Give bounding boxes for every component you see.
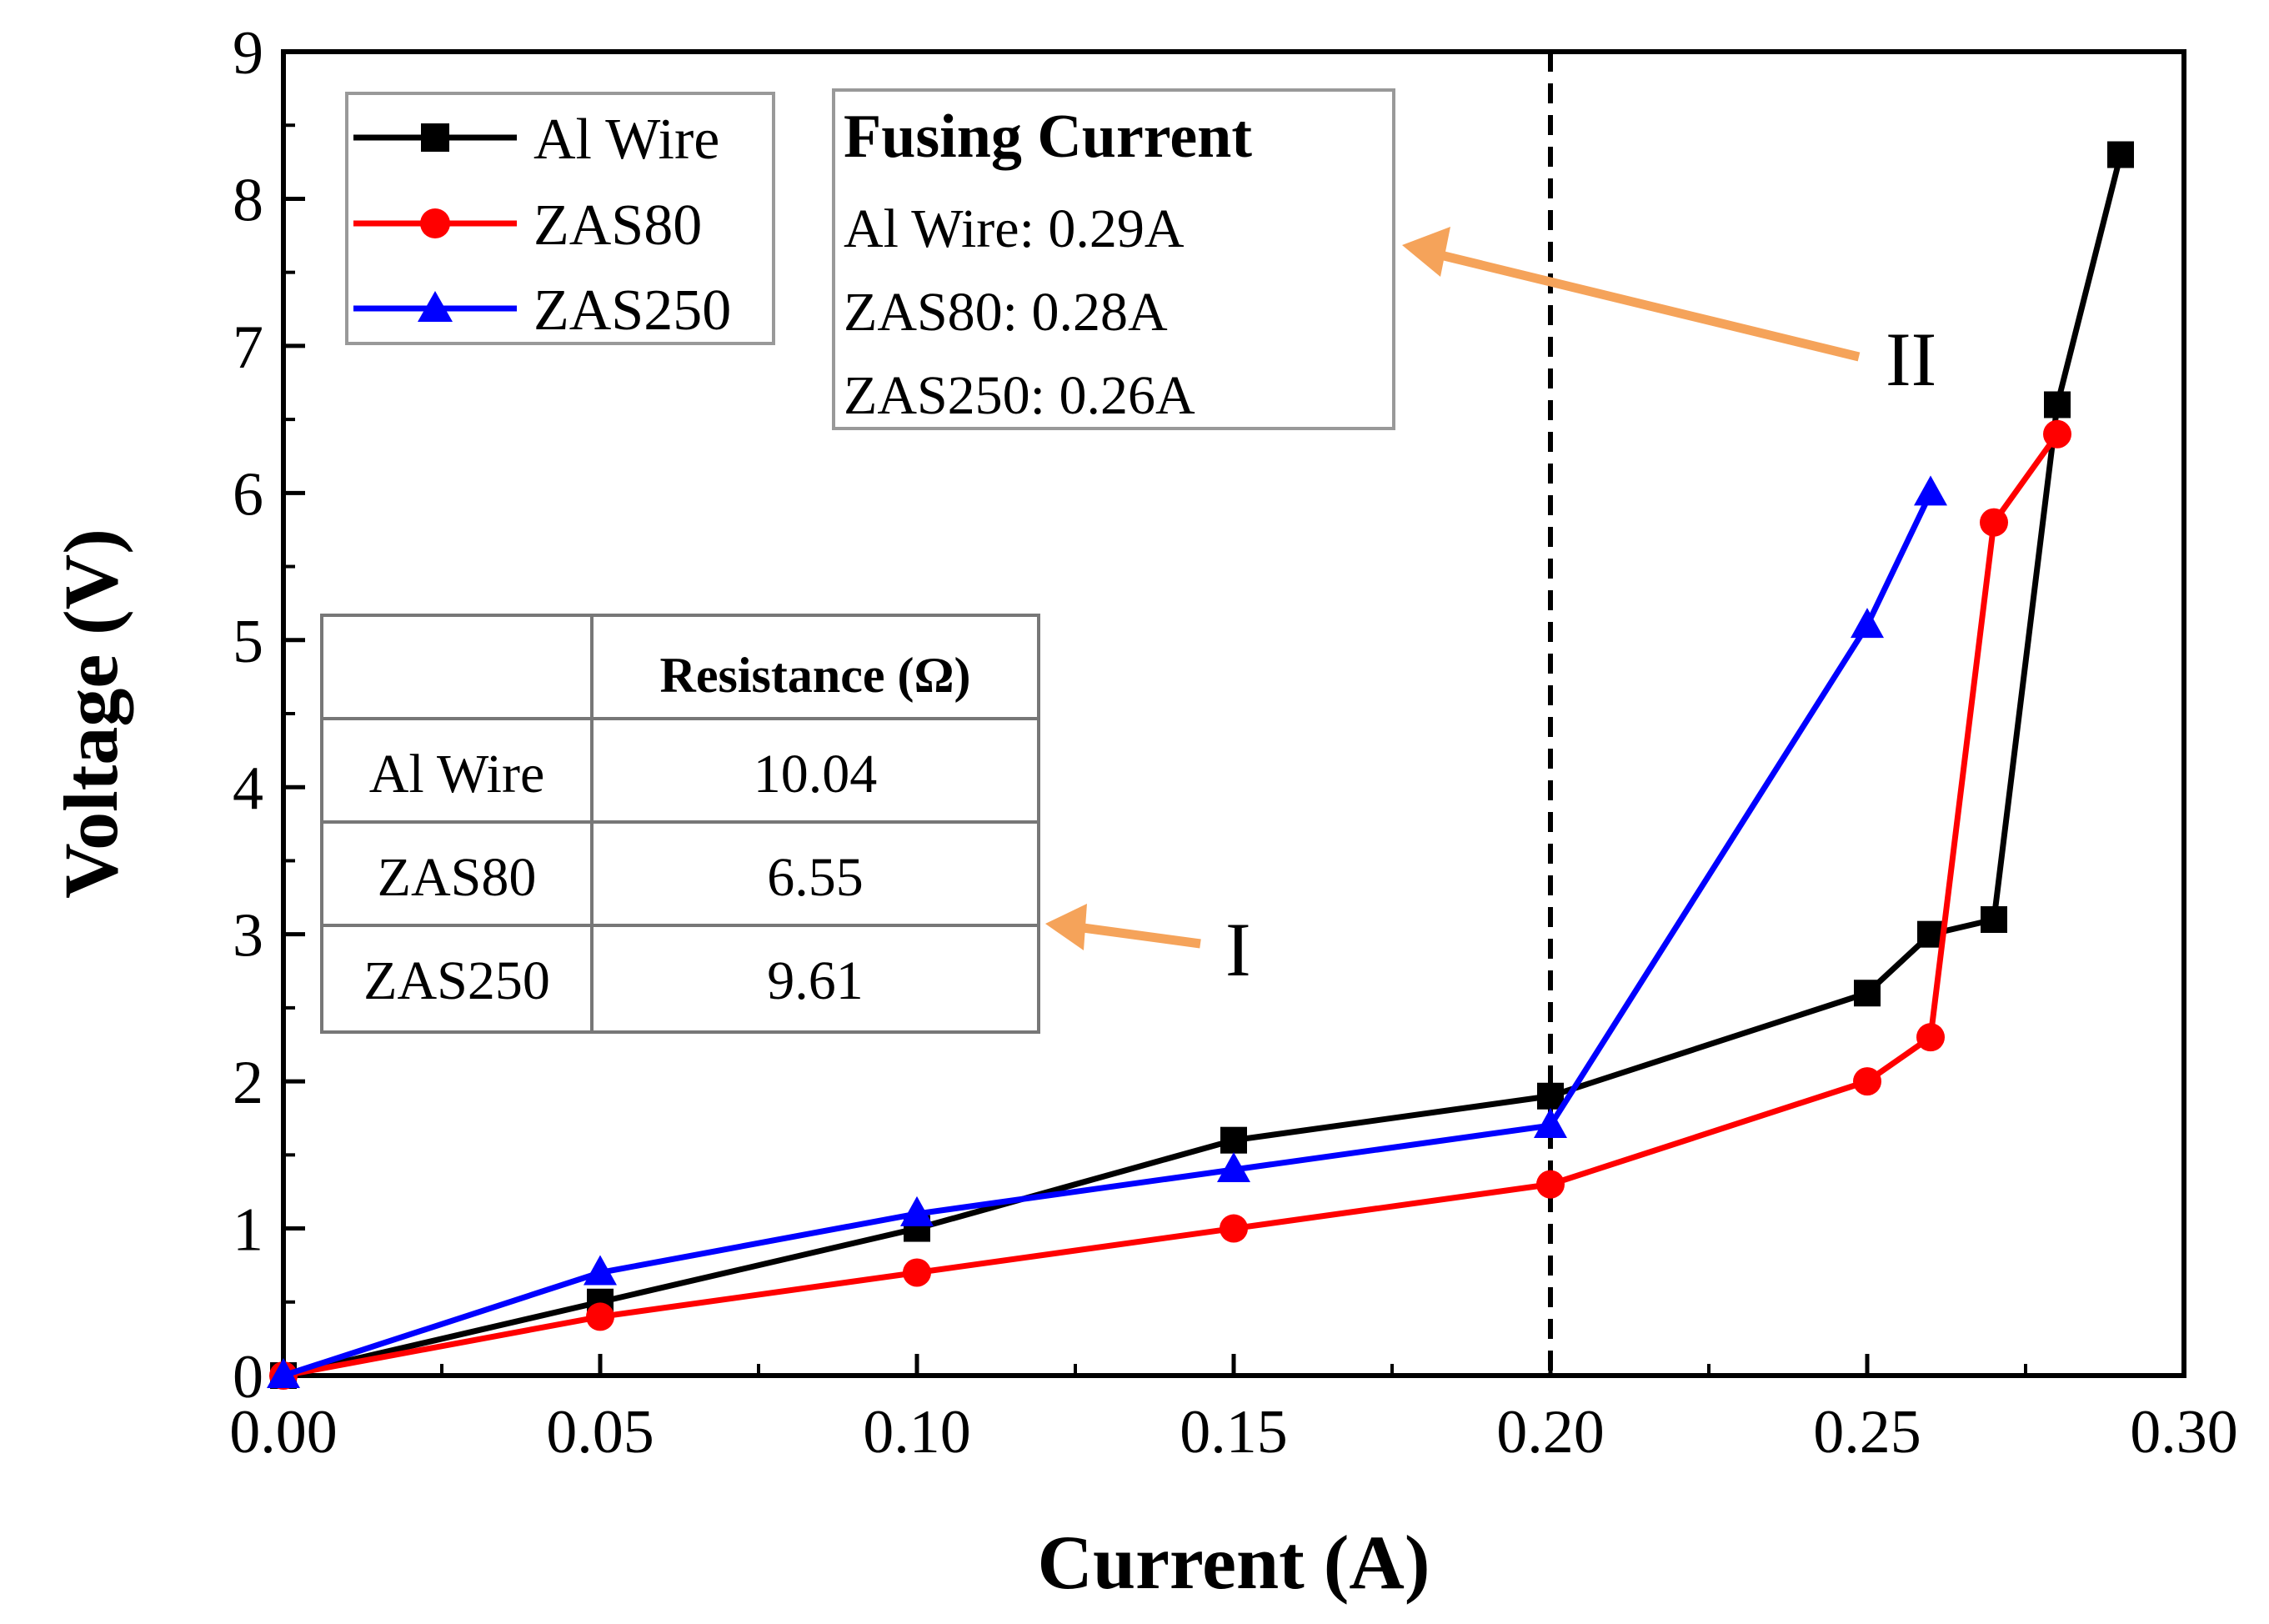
data-point-al-wire xyxy=(1220,1126,1247,1154)
legend-label-zas250: ZAS250 xyxy=(533,278,731,343)
data-point-al-wire xyxy=(1981,906,2007,934)
y-tick-label: 1 xyxy=(233,1196,263,1265)
legend-label-zas80: ZAS80 xyxy=(533,193,702,258)
x-tick-labels: 0.00 0.05 0.10 0.15 0.20 0.25 0.30 xyxy=(229,1398,2238,1466)
series-line-al-wire xyxy=(283,153,2124,1379)
data-point-zas80 xyxy=(2043,419,2071,449)
data-point-zas250 xyxy=(1534,1108,1567,1139)
data-point-zas80 xyxy=(1536,1170,1565,1199)
fusing-line-zas80: ZAS80: 0.28A xyxy=(844,282,1168,343)
arrow-i-shaft xyxy=(1076,922,1201,949)
y-axis-title: Voltage (V) xyxy=(48,529,133,899)
legend-label-al-wire: Al Wire xyxy=(533,108,719,172)
y-tick-label: 2 xyxy=(233,1049,263,1117)
table-row-name: ZAS80 xyxy=(378,847,537,908)
data-point-zas250 xyxy=(1914,475,1947,506)
pointer-arrow-i: I xyxy=(1045,904,1251,992)
data-point-al-wire xyxy=(1537,1082,1564,1110)
data-point-al-wire xyxy=(2044,391,2071,419)
x-tick-label: 0.25 xyxy=(1813,1398,1921,1466)
data-point-zas250 xyxy=(1217,1151,1250,1182)
x-tick-label: 0.15 xyxy=(1180,1398,1288,1466)
arrow-ii-head xyxy=(1402,227,1450,277)
table-row-value: 10.04 xyxy=(754,744,878,804)
table-row-name: ZAS250 xyxy=(363,950,550,1011)
series-layer xyxy=(267,141,2134,1390)
table-row-value: 9.61 xyxy=(767,950,864,1011)
legend-marker-circle xyxy=(420,208,450,238)
fusing-box-frame xyxy=(832,88,1395,430)
legend-marker-square xyxy=(421,123,449,152)
y-tick-label: 9 xyxy=(233,19,263,88)
x-tick-label: 0.00 xyxy=(229,1398,338,1466)
data-point-zas250 xyxy=(1851,608,1884,639)
y-tick-label: 0 xyxy=(233,1343,263,1411)
pointer-label-ii: II xyxy=(1886,317,1936,402)
pointer-label-i: I xyxy=(1225,907,1251,992)
x-axis-title: Current (A) xyxy=(1038,1520,1430,1605)
y-tick-label: 5 xyxy=(233,608,263,676)
x-tick-label: 0.20 xyxy=(1496,1398,1605,1466)
data-point-zas250 xyxy=(267,1358,300,1388)
data-point-zas80 xyxy=(1916,1023,1945,1052)
data-point-zas80 xyxy=(903,1258,931,1287)
fusing-box-title: Fusing Current xyxy=(844,103,1252,171)
x-tick-label: 0.30 xyxy=(2130,1398,2238,1466)
fusing-current-box: Fusing Current Al Wire: 0.29A ZAS80: 0.2… xyxy=(832,88,1395,430)
fusing-line-al-wire: Al Wire: 0.29A xyxy=(844,198,1185,259)
arrow-i-head xyxy=(1045,904,1087,950)
resistance-table: Resistance (Ω) Al Wire 10.04 ZAS80 6.55 … xyxy=(320,614,1040,1034)
legend-marker-triangle xyxy=(418,291,453,322)
y-tick-label: 7 xyxy=(233,313,263,382)
x-tick-label: 0.10 xyxy=(863,1398,971,1466)
data-point-zas250 xyxy=(900,1195,934,1226)
y-tick-label: 3 xyxy=(233,902,263,970)
data-point-zas80 xyxy=(1220,1214,1248,1243)
table-row-value: 6.55 xyxy=(767,847,864,908)
table-row-name: Al Wire xyxy=(369,744,545,804)
data-point-al-wire xyxy=(2107,141,2134,168)
fusing-line-zas250: ZAS250: 0.26A xyxy=(844,365,1195,426)
axis-ticks xyxy=(281,49,2186,1378)
y-tick-label: 8 xyxy=(233,166,263,234)
legend: Al Wire ZAS80 ZAS250 xyxy=(345,92,775,345)
arrow-ii-shaft xyxy=(1432,248,1861,362)
table-header-resistance: Resistance (Ω) xyxy=(660,648,971,703)
data-point-zas80 xyxy=(586,1302,614,1331)
data-point-zas250 xyxy=(584,1255,617,1286)
x-tick-label: 0.05 xyxy=(546,1398,654,1466)
data-point-zas80 xyxy=(1853,1067,1881,1096)
data-point-al-wire xyxy=(1854,980,1881,1007)
y-tick-label: 4 xyxy=(233,754,263,823)
y-tick-labels: 0 1 2 3 4 5 6 7 8 9 xyxy=(233,19,263,1411)
data-point-zas80 xyxy=(1980,508,2008,537)
pointer-arrow-ii: II xyxy=(1402,227,1936,402)
y-tick-label: 6 xyxy=(233,460,263,529)
